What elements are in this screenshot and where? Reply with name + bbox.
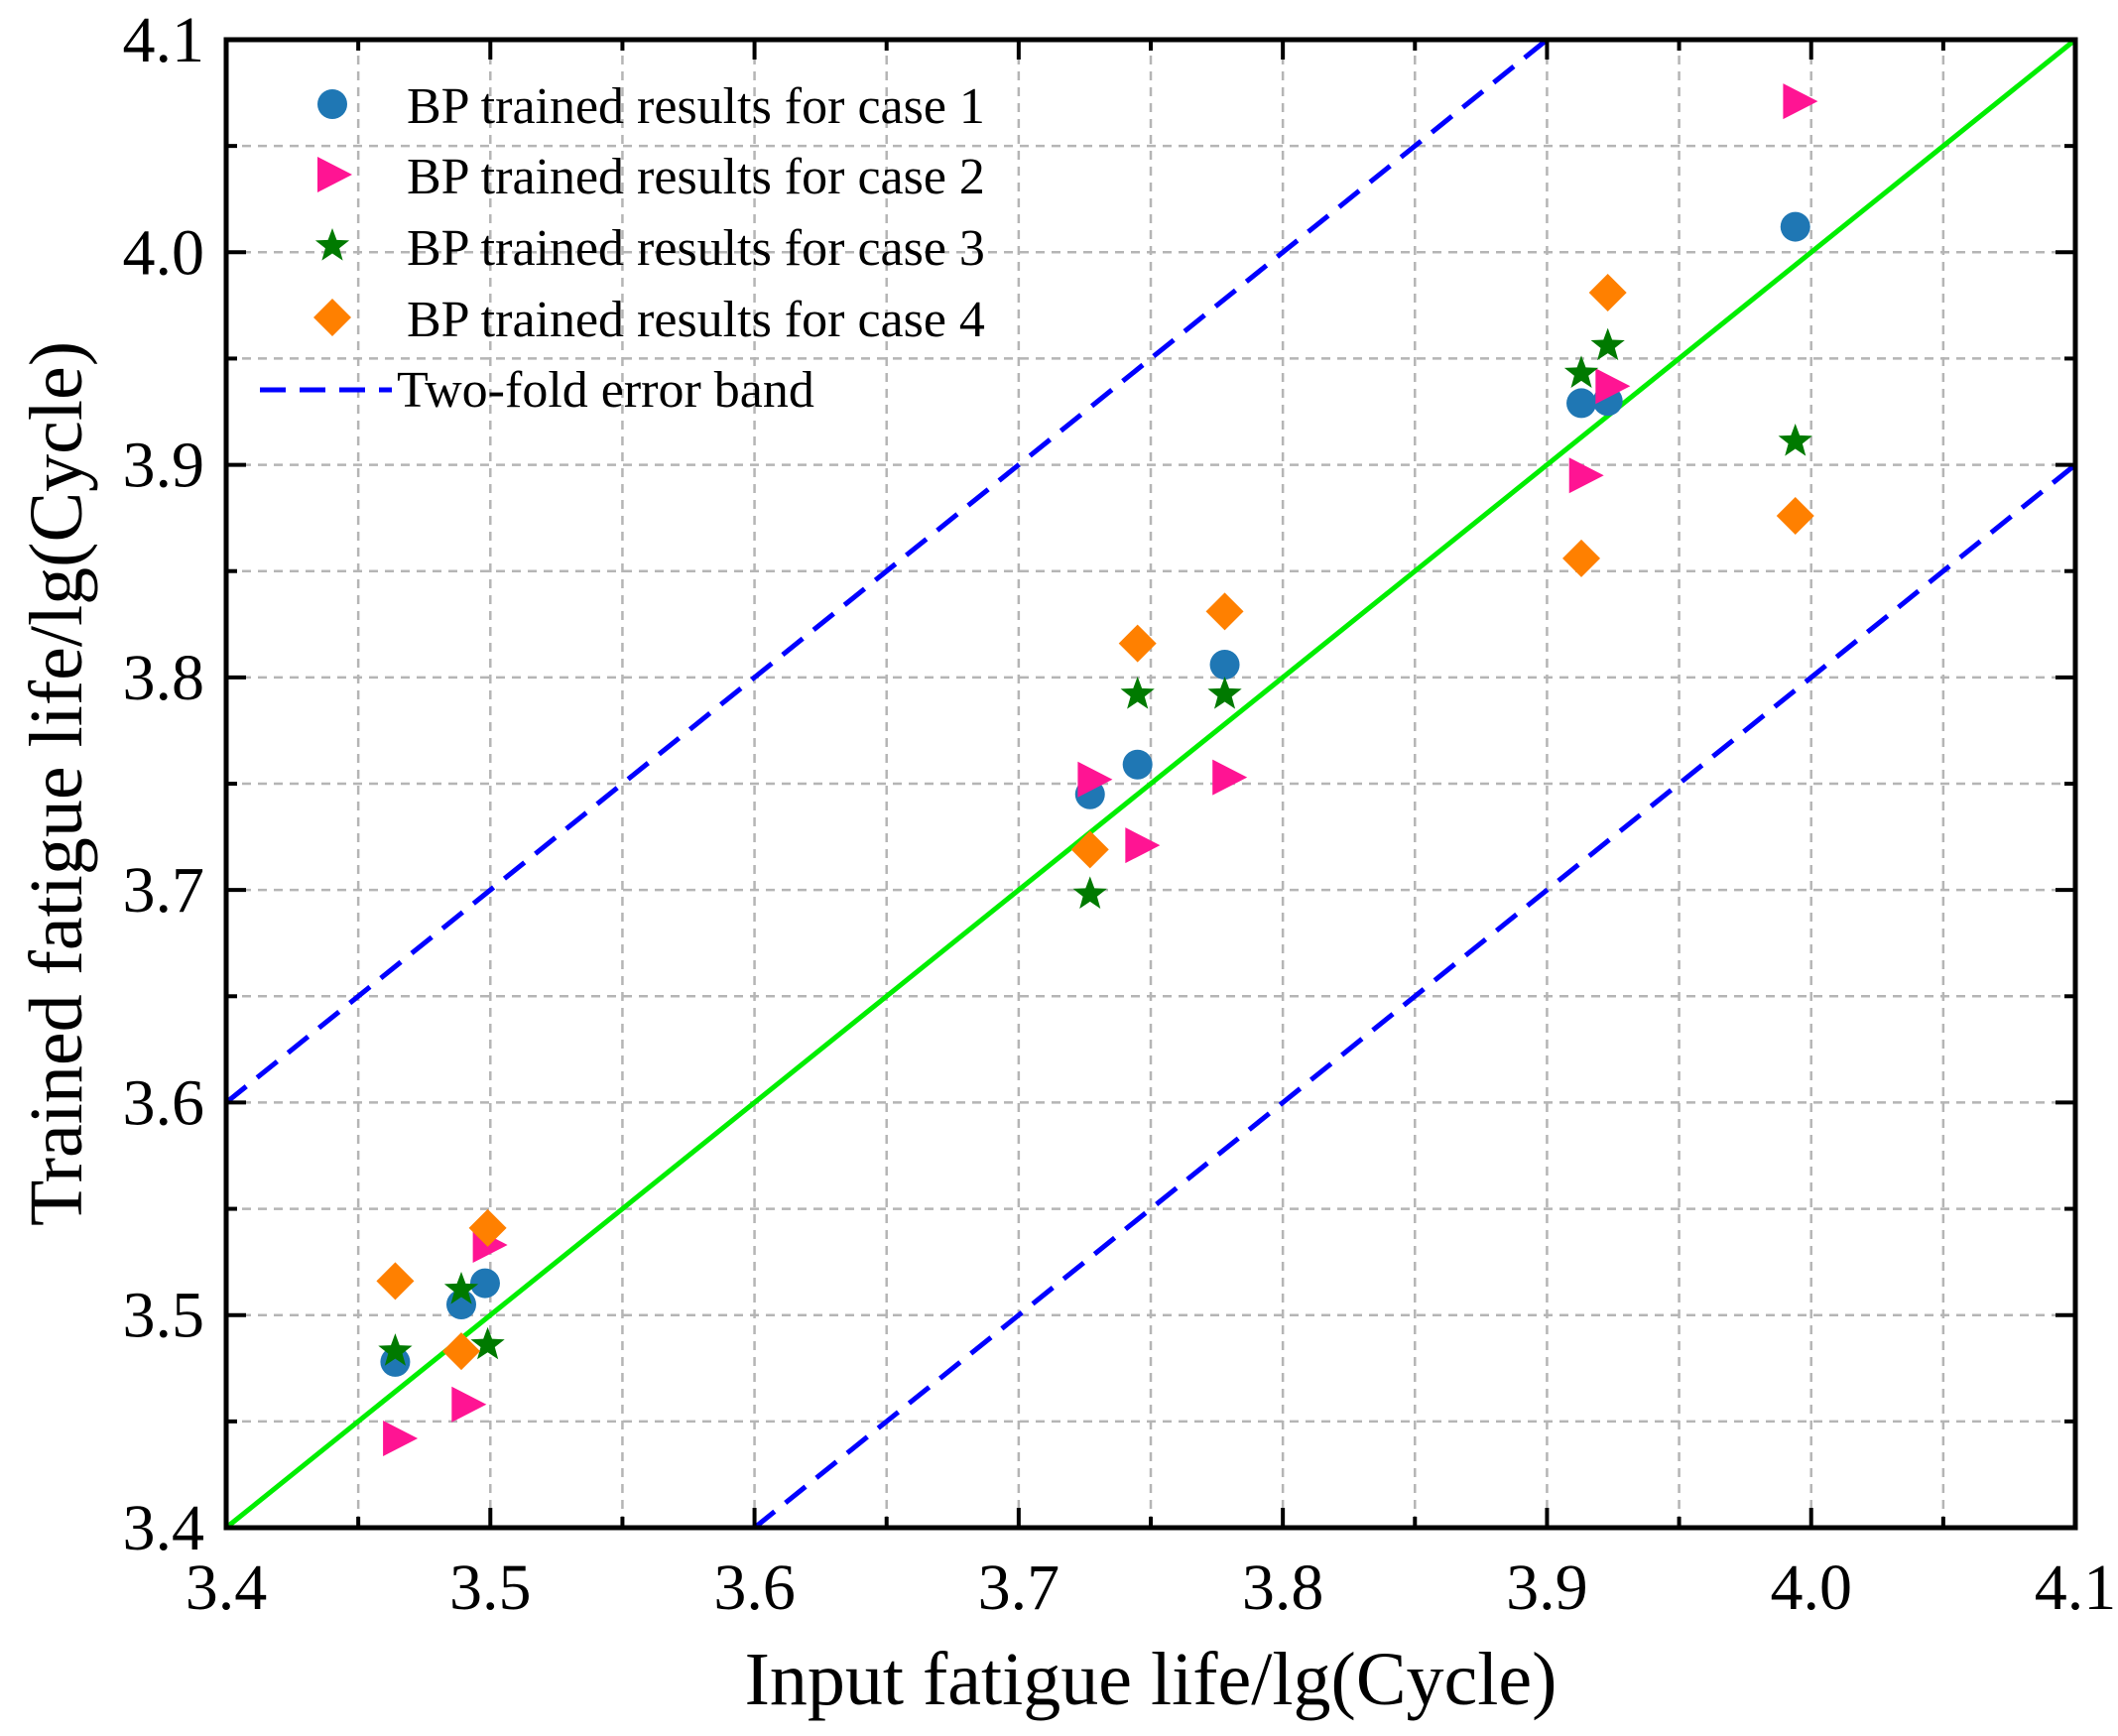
data-point [470, 1326, 505, 1360]
data-point [443, 1272, 479, 1304]
legend-label: Two-fold error band [397, 362, 814, 419]
data-point [1563, 355, 1599, 388]
reference-line-1to1 [224, 38, 2077, 1530]
data-point [469, 1268, 500, 1299]
data-point [1077, 761, 1113, 798]
data-point [383, 1421, 419, 1456]
x-tick-label: 3.7 [978, 1551, 1060, 1624]
data-point [1566, 388, 1597, 419]
data-point [1207, 677, 1242, 709]
data-point [1122, 749, 1153, 780]
data-point [380, 1346, 411, 1377]
x-tick-label: 3.5 [449, 1551, 532, 1624]
y-tick-label: 3.5 [123, 1280, 205, 1352]
data-point [1776, 497, 1814, 535]
data-point [441, 1332, 480, 1371]
error-band-line [224, 38, 1549, 1105]
series-case-3 [378, 327, 1812, 1366]
series-case-4 [376, 274, 1814, 1371]
reference-lines [224, 38, 2077, 1530]
legend-label: BP trained results for case 1 [407, 78, 985, 135]
x-tick-label: 4.1 [2035, 1551, 2117, 1624]
y-axis-title: Trained fatigue life/lg(Cycle) [15, 341, 98, 1226]
data-point [378, 1333, 413, 1366]
y-tick-labels: 3.4 3.5 3.6 3.7 3.8 3.9 4.0 4.1 [123, 4, 205, 1564]
legend-label: BP trained results for case 3 [407, 220, 985, 277]
data-points [376, 83, 1818, 1456]
y-tick-label: 3.7 [123, 854, 205, 927]
y-tick-label: 3.4 [123, 1492, 205, 1564]
data-point [1590, 327, 1625, 361]
data-point [1120, 677, 1155, 709]
x-tick-label: 3.6 [713, 1551, 796, 1624]
data-point [1783, 83, 1818, 120]
axis-ticks [224, 38, 2077, 1530]
data-point [1209, 650, 1240, 680]
x-tick-label: 4.0 [1770, 1551, 1852, 1624]
error-band-line [753, 462, 2077, 1530]
data-point [1595, 368, 1631, 405]
data-point [1125, 827, 1161, 864]
data-point [1780, 211, 1810, 242]
x-tick-labels: 3.4 3.5 3.6 3.7 3.8 3.9 4.0 4.1 [186, 1551, 2117, 1624]
x-tick-label: 3.4 [186, 1551, 268, 1624]
legend: BP trained results for case 1 BP trained … [260, 78, 985, 419]
legend-marker [313, 299, 351, 336]
y-tick-label: 3.6 [123, 1066, 205, 1139]
data-point [1568, 457, 1604, 494]
grid [226, 40, 2075, 1528]
legend-label: BP trained results for case 2 [407, 149, 985, 205]
data-point [468, 1208, 507, 1247]
legend-label: BP trained results for case 4 [407, 292, 985, 348]
data-point [1588, 274, 1627, 311]
x-tick-label: 3.8 [1242, 1551, 1324, 1624]
data-point [1212, 759, 1248, 796]
data-point [451, 1386, 487, 1423]
y-tick-label: 4.0 [123, 216, 205, 289]
data-point [1205, 592, 1244, 631]
data-point [376, 1262, 415, 1301]
x-axis-title: Input fatigue life/lg(Cycle) [745, 1638, 1557, 1721]
y-tick-label: 4.1 [123, 4, 205, 76]
data-point [1778, 424, 1812, 456]
legend-marker [317, 89, 347, 119]
legend-marker [317, 157, 352, 192]
data-point [1562, 539, 1601, 577]
data-point [1118, 624, 1157, 663]
data-point [1072, 876, 1107, 909]
x-tick-label: 3.9 [1506, 1551, 1588, 1624]
legend-marker [314, 228, 350, 261]
y-tick-label: 3.8 [123, 642, 205, 714]
data-point [1070, 830, 1109, 869]
y-tick-label: 3.9 [123, 430, 205, 502]
